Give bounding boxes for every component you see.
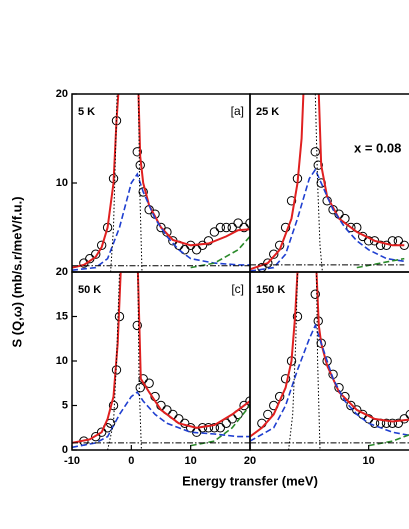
curve	[72, 272, 250, 444]
data-point	[263, 409, 273, 420]
data-point	[313, 160, 323, 170]
data-point	[132, 320, 142, 331]
data-point	[215, 222, 226, 233]
data-point	[221, 222, 231, 233]
data-point	[393, 236, 404, 246]
data-point	[239, 400, 249, 411]
curve	[288, 272, 321, 450]
data-point	[292, 311, 303, 322]
data-point	[96, 427, 107, 437]
data-point	[91, 249, 101, 259]
y-tick-label: 5	[62, 399, 68, 411]
panel-frame	[249, 271, 409, 451]
data-point	[405, 409, 409, 419]
data-point	[286, 196, 297, 206]
data-point	[135, 383, 145, 393]
y-tick-label: 20	[56, 266, 68, 278]
panel: 10 20 5 K [a]	[56, 88, 251, 273]
curve	[250, 272, 409, 438]
x-tick-label: 0	[128, 455, 134, 467]
panel-tag: [c]	[231, 282, 244, 296]
curve	[250, 94, 405, 271]
panel-label: 5 K	[78, 106, 95, 118]
curve	[72, 172, 250, 271]
data-point	[245, 218, 250, 228]
curve	[314, 94, 323, 272]
data-point	[138, 187, 148, 197]
data-point	[108, 400, 119, 411]
panel-tag: [a]	[231, 104, 244, 118]
data-point	[144, 378, 154, 388]
panel: 25 K x = 0.08	[249, 93, 409, 273]
curve	[72, 390, 250, 449]
data-point	[393, 418, 404, 428]
panel-label: 25 K	[256, 106, 279, 118]
data-point	[91, 431, 101, 442]
curve	[368, 434, 409, 447]
plot-area	[250, 272, 409, 450]
panel-note: x = 0.08	[354, 140, 401, 155]
x-tick-label: -10	[64, 455, 80, 467]
data-point	[156, 222, 166, 233]
data-point	[346, 222, 356, 233]
data-point	[269, 249, 279, 259]
data-point	[215, 423, 226, 433]
data-point	[239, 222, 249, 233]
y-tick-label: 20	[56, 88, 68, 100]
panel: 10 150 K	[249, 271, 409, 467]
panel-label: 50 K	[78, 284, 101, 296]
curve	[110, 94, 143, 272]
data-point	[191, 245, 202, 255]
data-point	[399, 414, 409, 424]
curve	[250, 323, 409, 442]
y-tick-label: 10	[56, 355, 68, 367]
data-point	[209, 227, 220, 237]
data-point	[162, 227, 172, 237]
data-point	[346, 400, 356, 411]
curve	[250, 168, 405, 272]
y-tick-label: 0	[62, 444, 68, 456]
curve	[107, 272, 142, 450]
data-point	[310, 147, 320, 157]
data-point	[132, 147, 142, 157]
x-tick-label: 10	[363, 455, 375, 467]
panel-label: 150 K	[256, 284, 285, 296]
curve	[356, 257, 405, 269]
data-point	[96, 240, 107, 251]
data-point	[387, 418, 398, 428]
data-point	[310, 289, 320, 299]
panel-frame	[71, 93, 251, 273]
y-tick-label: 15	[56, 310, 68, 322]
data-point	[381, 418, 392, 428]
y-tick-label: 10	[56, 177, 68, 189]
data-point	[203, 423, 214, 433]
x-tick-label: 20	[244, 455, 256, 467]
plot-area	[72, 94, 250, 272]
panel-frame	[71, 271, 251, 451]
data-point	[375, 240, 386, 251]
x-tick-label: 10	[185, 455, 197, 467]
y-axis-label: S (Q,ω) (mb/s.r/meV/f.u.)	[9, 196, 24, 347]
data-point	[280, 374, 291, 384]
data-point	[263, 258, 273, 268]
curve	[72, 94, 250, 269]
x-axis-label: Energy transfer (meV)	[182, 473, 318, 488]
data-point	[209, 423, 220, 433]
data-point	[227, 222, 237, 233]
data-point	[180, 245, 190, 255]
data-point	[245, 396, 250, 406]
plot-area	[72, 272, 250, 450]
data-point	[233, 218, 243, 228]
plot-area	[250, 94, 409, 272]
